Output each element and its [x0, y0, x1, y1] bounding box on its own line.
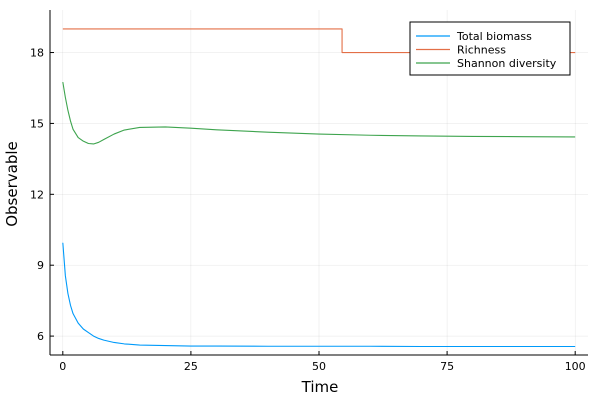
y-tick-label: 6 — [37, 330, 44, 343]
series-line-shannon-diversity — [62, 81, 576, 145]
legend-label: Richness — [457, 44, 506, 57]
tick-labels: 0 25 50 75 100 6 9 12 15 18 — [30, 47, 586, 373]
x-tick-label: 75 — [440, 360, 454, 373]
x-tick-label: 25 — [184, 360, 198, 373]
y-tick-label: 15 — [30, 117, 44, 130]
axes — [49, 10, 588, 356]
y-tick-label: 18 — [30, 47, 44, 60]
x-axis-title: Time — [301, 378, 339, 396]
legend-box — [409, 21, 571, 76]
legend-label: Total biomass — [456, 30, 532, 43]
y-tick-label: 9 — [37, 259, 44, 272]
series-line-total-biomass — [62, 242, 576, 348]
x-tick-label: 100 — [565, 360, 586, 373]
y-axis-title: Observable — [3, 141, 21, 227]
x-tick-label: 0 — [59, 360, 66, 373]
legend-label: Shannon diversity — [457, 57, 557, 70]
x-tick-label: 50 — [312, 360, 326, 373]
y-tick-label: 12 — [30, 188, 44, 201]
